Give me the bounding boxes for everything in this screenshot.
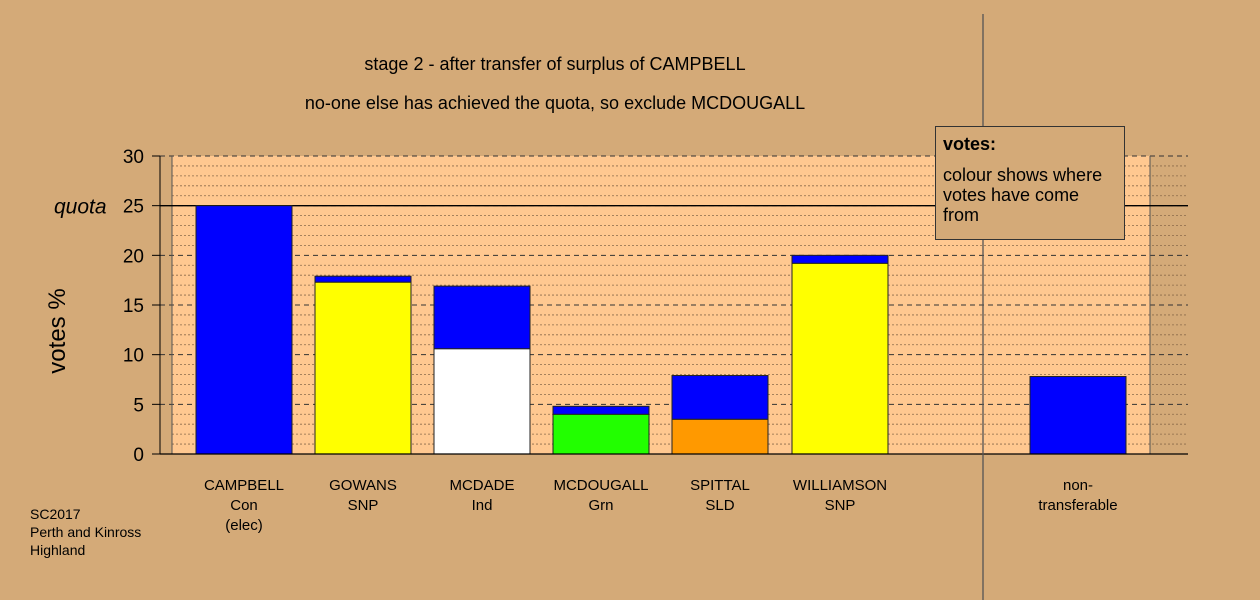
quota-label: quota [54,196,107,219]
x-tick-label: GOWANS SNP [329,477,397,514]
bar-segment [314,281,412,455]
y-tick-label: 20 [123,246,144,267]
bar-segment [195,205,293,455]
x-tick-label: WILLIAMSON SNP [792,477,888,514]
x-tick-label: SPITTAL SLD [690,477,750,514]
y-axis-label: votes % [44,288,71,374]
y-tick-label: 10 [123,346,144,367]
y-tick-label: 0 [133,445,144,466]
bar-segment [314,275,412,283]
bar-segment [552,405,650,415]
credit-line: Highland [30,542,86,558]
bar-segment [433,285,531,350]
credit-line: Perth and Kinross [30,524,142,540]
x-tick-label: MCDADE Ind [449,477,515,514]
chart-title: stage 2 - after transfer of surplus of C… [364,54,746,74]
credit-line: SC2017 [30,506,81,522]
bar-segment [671,418,769,455]
y-tick-label: 5 [133,395,144,416]
x-tick-label: MCDOUGALL Grn [553,477,649,514]
x-tick-label: non- transferable [1038,477,1118,514]
y-tick-label: 15 [123,296,144,317]
y-tick-label: 25 [123,197,144,218]
chart-subtitle: no-one else has achieved the quota, so e… [304,93,806,113]
legend-text: colour shows where votes have come from [943,165,1103,225]
legend-heading: votes: [943,134,997,154]
y-tick-label: 30 [123,147,144,168]
bar-segment [671,375,769,420]
bar-segment [433,348,531,455]
bar-segment [791,254,889,264]
bar-segment [1029,376,1127,455]
credit: SC2017 Perth and Kinross Highland [30,505,141,559]
x-tick-label: CAMPBELL Con (elec) [203,477,285,534]
legend-box: votes: colour shows where votes have com… [935,126,1125,240]
bar-segment [552,413,650,455]
bar-segment [791,262,889,455]
